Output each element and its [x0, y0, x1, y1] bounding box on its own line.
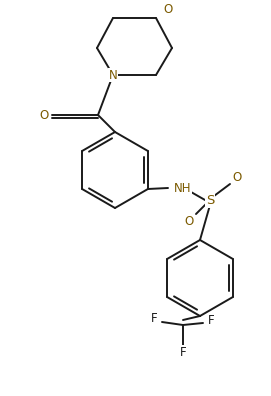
Text: NH: NH: [174, 181, 192, 194]
Text: S: S: [206, 194, 214, 206]
Text: O: O: [163, 2, 173, 15]
Text: F: F: [180, 345, 186, 358]
Text: O: O: [232, 171, 242, 183]
Text: N: N: [109, 69, 117, 82]
Text: O: O: [39, 109, 49, 122]
Text: F: F: [208, 314, 214, 326]
Text: F: F: [151, 312, 157, 324]
Text: O: O: [184, 215, 193, 227]
